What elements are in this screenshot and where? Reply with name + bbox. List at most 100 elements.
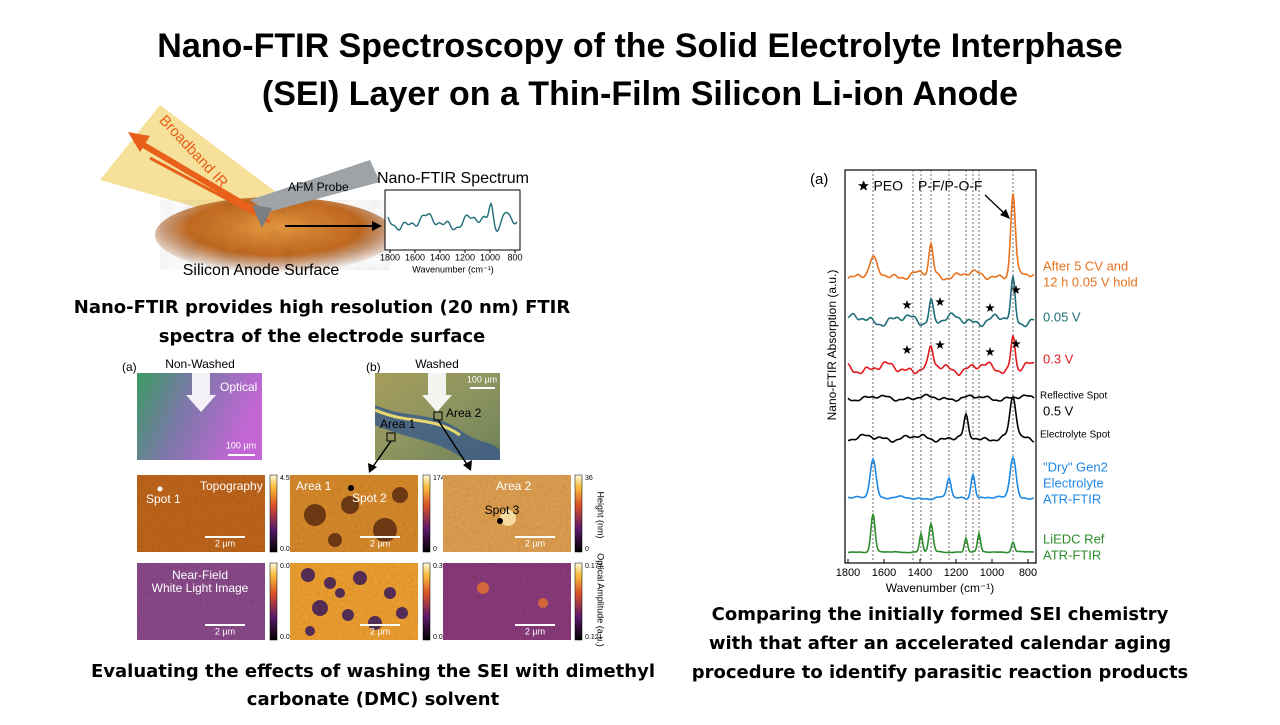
map-texture [137, 563, 265, 640]
x-tick-label: 1000 [480, 252, 500, 262]
trace-label: 0.05 V [1043, 309, 1081, 324]
peo-marker [1011, 285, 1021, 294]
feature [353, 571, 367, 585]
caption: procedure to identify parasitic reaction… [692, 662, 1189, 683]
panel-label: (a) [122, 360, 137, 374]
colorbar [422, 562, 431, 641]
peak-label: P-F/P-O-F [918, 178, 983, 194]
spectrum-trace [847, 193, 1035, 281]
trace-label: 0.3 V [1043, 351, 1074, 366]
colorbar [574, 474, 583, 553]
pointer-head [1000, 209, 1010, 219]
spectrum-trace [847, 276, 1035, 328]
spot-label: Spot 2 [352, 491, 387, 505]
x-tick-label: 1000 [980, 567, 1004, 579]
electrode-edge [374, 408, 461, 437]
trace-label: 12 h 0.05 V hold [1043, 274, 1138, 289]
scale-label: 2 µm [370, 626, 390, 636]
title: Nano-FTIR Spectroscopy of the Solid Elec… [157, 27, 1122, 65]
x-tick-label: 1200 [944, 567, 968, 579]
trace-label: LiEDC Ref [1043, 531, 1105, 546]
area-label: Area 2 [446, 406, 482, 420]
colorbar-label: 0.121 [585, 634, 603, 641]
x-tick-label: 800 [1019, 567, 1037, 579]
feature [335, 588, 345, 598]
feature [392, 487, 408, 503]
feature [477, 582, 489, 594]
beam-arrow [133, 137, 264, 218]
trace-label: After 5 CV and [1043, 258, 1128, 273]
peo-marker [902, 345, 912, 354]
spectrum-title: Nano-FTIR Spectrum [377, 170, 529, 187]
spot [348, 485, 354, 491]
x-tick-label: 800 [507, 252, 522, 262]
pointer-head [463, 460, 472, 471]
axis-label: Height (nm) [596, 491, 606, 538]
ir-beam [100, 105, 300, 225]
schematic: Broadband IR AFM Probe Nano-FTIR Spectru… [100, 105, 529, 279]
title: (SEI) Layer on a Thin-Film Silicon Li-io… [262, 75, 1018, 113]
colorbar [269, 474, 278, 553]
spectrum-trace [847, 335, 1035, 377]
map-texture [443, 563, 571, 640]
scale-label: 100 µm [226, 440, 256, 450]
panel-label: (a) [810, 171, 828, 188]
x-tick-label: 1600 [872, 567, 896, 579]
arrow-head [372, 221, 382, 231]
image-label: Topography [200, 479, 263, 493]
inset-frame [384, 189, 521, 251]
spectrum-trace [847, 393, 1035, 402]
spot-label: Spot 1 [146, 492, 181, 506]
beam-line [149, 156, 271, 224]
colorbar-label: 0.0 [280, 546, 290, 553]
panel-title: Non-Washed [165, 357, 235, 371]
colorbar-label: 0 [585, 546, 589, 553]
trace-label: Electrolyte [1043, 475, 1104, 490]
spot [497, 518, 503, 524]
peo-marker [985, 347, 995, 356]
x-tick-label: 1600 [405, 252, 425, 262]
caption: Nano-FTIR provides high resolution (20 n… [74, 297, 571, 318]
peo-marker [935, 297, 945, 306]
feature [324, 577, 336, 589]
pointer [984, 194, 1007, 216]
colorbar-label: 36 [585, 475, 593, 482]
peo-marker [1011, 339, 1021, 348]
caption: carbonate (DMC) solvent [247, 689, 500, 710]
caption: Comparing the initially formed SEI chemi… [712, 604, 1169, 625]
spectrum-trace [848, 513, 1034, 554]
peo-marker [935, 340, 945, 349]
area-label: Area 1 [380, 417, 416, 431]
probe-label: AFM Probe [288, 180, 349, 194]
image-label: White Light Image [152, 581, 249, 595]
inset-x-label: Wavenumber (cm⁻¹) [412, 264, 493, 274]
trace-label: 0.5 V [1043, 403, 1074, 418]
trace-label: Electrolyte Spot [1040, 430, 1110, 441]
colorbar-label: 0.097 [433, 634, 451, 641]
feature [384, 587, 396, 599]
feature [312, 600, 328, 616]
x-tick-label: 1400 [908, 567, 932, 579]
axis-label: Optical Amplitude (a.u.) [596, 553, 606, 647]
spectrum-trace [847, 394, 1035, 443]
inset-ticks: 1800 1600 1400 1200 1000 800 [380, 250, 523, 262]
colorbar-label: 0.318 [433, 563, 451, 570]
x-axis-label: Wavenumber (cm⁻¹) [886, 581, 995, 595]
spot [157, 486, 163, 492]
feature [538, 598, 548, 608]
legend: ★ PEO [857, 178, 903, 194]
caption: spectra of the electrode surface [159, 326, 485, 347]
y-axis-label: Nano-FTIR Absorption (a.u.) [825, 270, 839, 421]
colorbar-label: 0.063 [280, 634, 298, 641]
pointer [371, 440, 392, 469]
surface-texture [160, 200, 390, 270]
feature [341, 496, 359, 514]
image-label: Near-Field [172, 568, 228, 582]
spectra-figure: (a) ★ PEO P-F/P-O-F Nano-FTIR Absorption… [810, 169, 1138, 595]
inset-spectrum [387, 201, 518, 233]
pointer-head [368, 463, 377, 473]
probe-shadow [186, 373, 216, 412]
colorbar-label: 0 [433, 546, 437, 553]
caption: Evaluating the effects of washing the SE… [91, 661, 655, 682]
